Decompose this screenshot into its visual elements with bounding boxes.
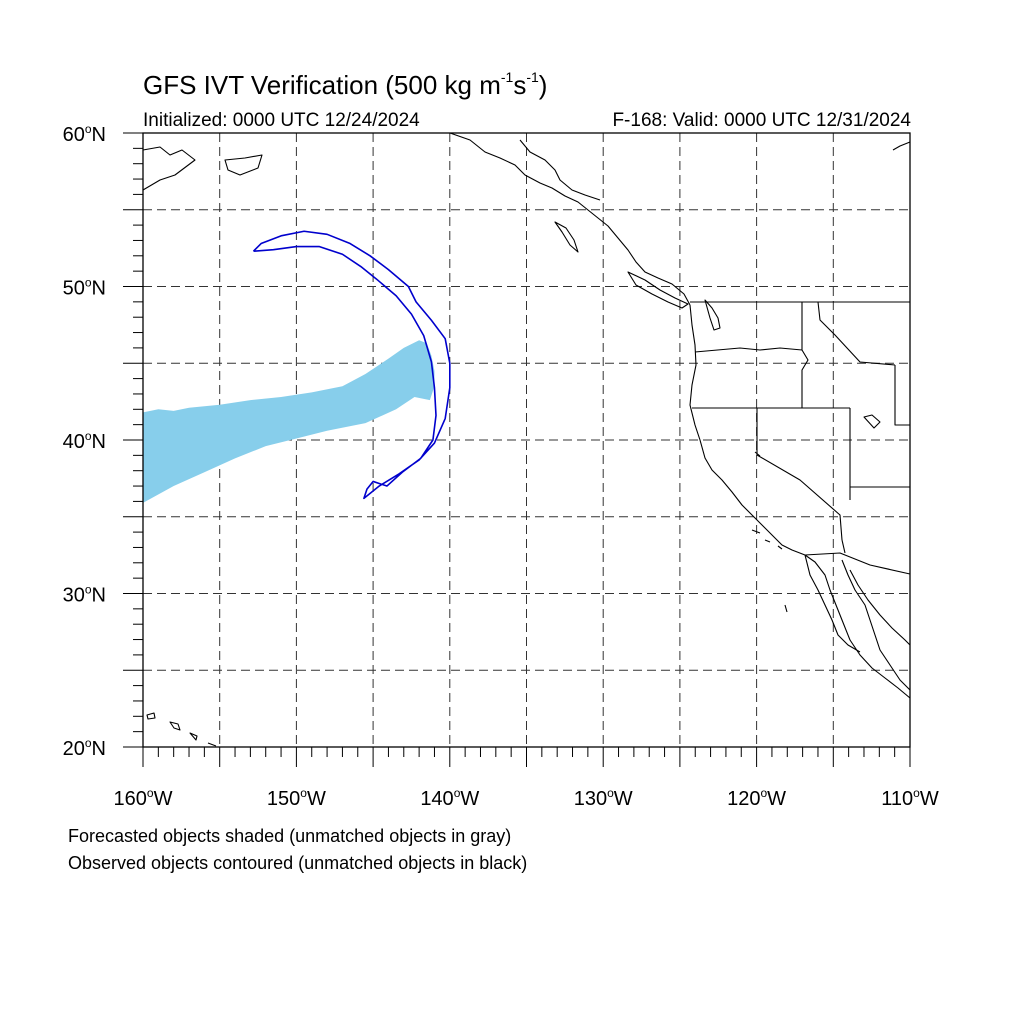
coastlines-and-borders — [142, 132, 911, 747]
lat-label: 30oN — [63, 583, 106, 607]
border-idaho-montana — [817, 301, 896, 366]
border-us-mexico — [804, 552, 911, 575]
coastline-vancouver-island — [627, 271, 689, 309]
coastline-alaska-bc — [449, 132, 691, 306]
border-arizona-west — [841, 539, 846, 554]
graticule — [143, 133, 910, 747]
coastline-hawaii — [146, 712, 217, 747]
lon-label: 140oW — [420, 786, 479, 810]
lat-label: 50oN — [63, 276, 106, 300]
border-ca-nv — [756, 408, 843, 541]
border-idaho-west — [801, 302, 809, 408]
coastline-haida-gwaii — [554, 221, 579, 253]
lon-label: 130oW — [574, 786, 633, 810]
lake-great-salt — [863, 414, 881, 429]
axis-labels: 60oN 50oN 40oN 30oN 20oN 160oW 150oW 140oW 130oW… — [63, 122, 939, 810]
coastline-kodiak-area — [224, 154, 263, 176]
lake-tahoe-area — [754, 451, 761, 457]
valid-time-label: F-168: Valid: 0000 UTC 12/31/2024 — [612, 110, 911, 131]
coastline-baja — [804, 554, 911, 691]
coastline-northeast-alaska — [892, 141, 911, 151]
lon-label: 160oW — [114, 786, 173, 810]
coastline-gulf-alaska-west — [142, 146, 196, 191]
coastline-washington-islands — [704, 299, 721, 331]
map-frame — [123, 132, 911, 767]
forecast-legend-note: Forecasted objects shaded (unmatched obj… — [68, 826, 512, 846]
lon-label: 150oW — [267, 786, 326, 810]
lon-label: 110oW — [881, 786, 939, 810]
forecast-ivt-object — [143, 340, 435, 503]
observed-ivt-contour — [252, 230, 451, 500]
coastline-us-west — [689, 304, 911, 699]
lat-label: 20oN — [63, 736, 106, 760]
observed-objects — [252, 230, 451, 500]
island-channel — [751, 529, 788, 613]
coastline-alaska-inner — [519, 139, 601, 201]
observed-legend-note: Observed objects contoured (unmatched ob… — [68, 853, 528, 873]
lat-label: 40oN — [63, 429, 106, 453]
init-time-label: Initialized: 0000 UTC 12/24/2024 — [143, 110, 420, 131]
lat-label: 60oN — [63, 122, 106, 146]
coastline-sonora — [849, 569, 911, 646]
map-title: GFS IVT Verification (500 kg m-1s-1) — [143, 69, 548, 100]
border-wyoming-west — [894, 365, 910, 426]
lon-label: 120oW — [727, 786, 786, 810]
forecast-objects — [143, 340, 435, 503]
border-or-wa — [694, 347, 803, 353]
